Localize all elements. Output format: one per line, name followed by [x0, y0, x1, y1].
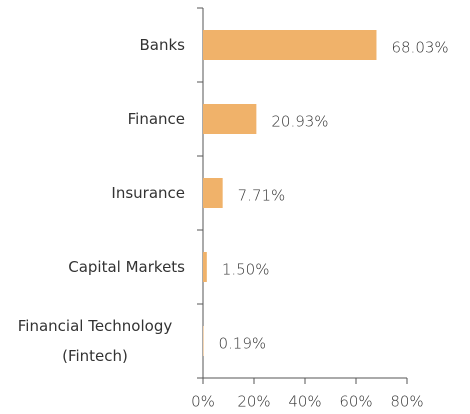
category-text: Insurance [111, 184, 185, 202]
value-label: 0.19% [218, 335, 266, 353]
x-tick-label: 60% [339, 393, 372, 411]
category-label: Insurance [5, 178, 185, 208]
category-label: Capital Markets [5, 252, 185, 282]
value-label: 7.71% [238, 187, 286, 205]
x-tick-label: 80% [390, 393, 423, 411]
x-tick-label: 0% [191, 393, 215, 411]
category-label: Banks [5, 30, 186, 60]
category-label: Finance [5, 104, 185, 134]
category-text: Banks [139, 36, 186, 54]
bar [203, 30, 377, 60]
category-label: Financial Technology (Fintech) [5, 311, 185, 371]
category-text: Capital Markets [68, 258, 185, 276]
value-label: 68.03% [391, 39, 448, 57]
value-label: 1.50% [222, 261, 270, 279]
bar [203, 178, 223, 208]
category-text: Finance [127, 110, 185, 128]
x-tick-label: 40% [288, 393, 321, 411]
value-label: 20.93% [271, 113, 328, 131]
bar [203, 252, 207, 282]
x-tick-label: 20% [237, 393, 270, 411]
bar [203, 104, 257, 134]
category-text: Financial Technology (Fintech) [17, 317, 173, 365]
